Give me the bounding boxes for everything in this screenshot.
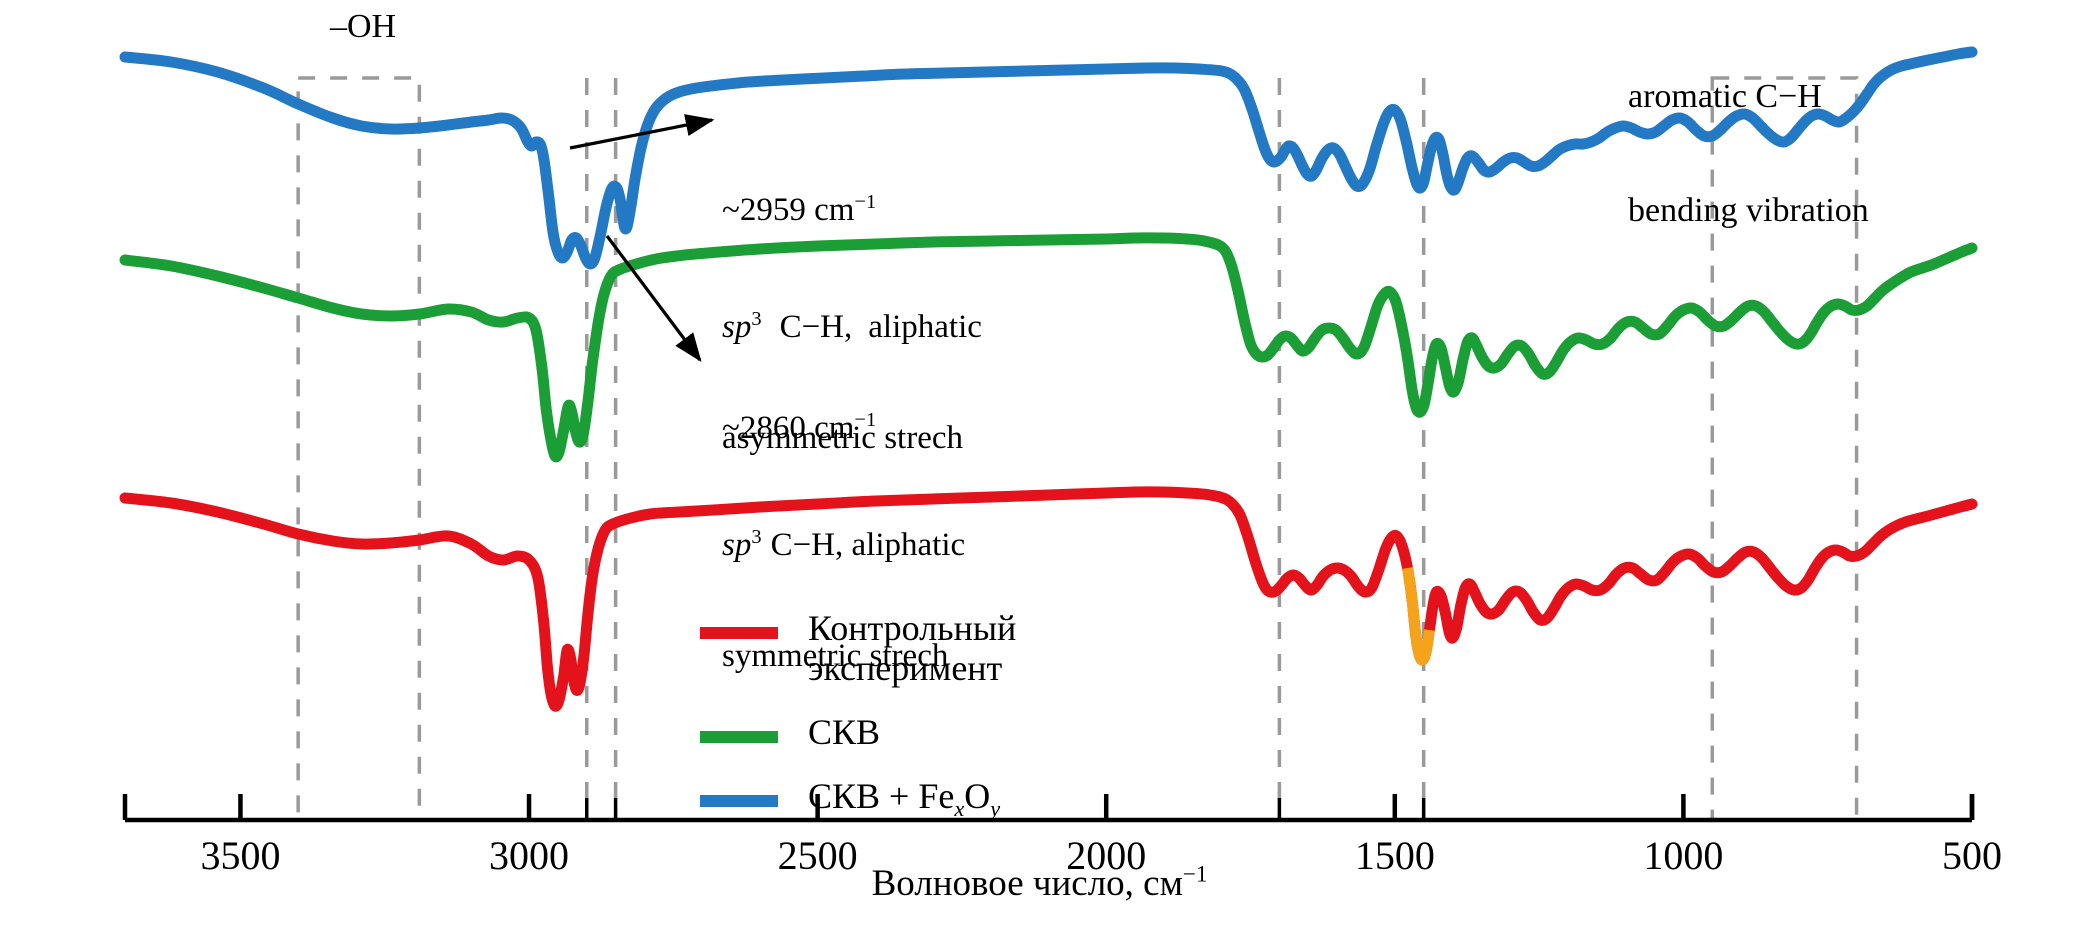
annotation-symmetric: ~2860 cm−1 sp3 C−H, aliphatic symmetric s… [722, 336, 965, 748]
x-tick-label-2000: 2000 [1066, 833, 1147, 878]
x-tick-label-2500: 2500 [777, 833, 858, 878]
legend-item-0[interactable]: Контрольный эксперимент [700, 608, 1016, 689]
arrow-symmetric [605, 235, 702, 363]
sym-rest: C−H, aliphatic [770, 526, 966, 563]
annotation-asymmetric: ~2959 cm−1 sp3 C−H, aliphatic asymmetric s… [722, 118, 982, 530]
x-tick-label-3000: 3000 [489, 833, 570, 878]
annotation-sym-line1: ~2860 cm−1 [722, 410, 965, 447]
annotation-asym-line2: sp3 C−H, aliphatic [722, 309, 982, 346]
asym-rest: C−H, [779, 308, 853, 345]
spectrum-curve-top [119, 46, 1978, 270]
legend-item-1[interactable]: СКВ [700, 712, 880, 752]
legend-label-2: СКВ + FexOy [808, 776, 1001, 822]
label-aromatic-line1: aromatic C−H [1628, 78, 1822, 116]
sym-wavenumber: ~2860 cm [722, 409, 855, 446]
legend-label-0: Контрольный эксперимент [808, 608, 1016, 689]
x-tick-label-500: 500 [1942, 833, 2002, 878]
spectra-curves-layer [119, 46, 1978, 712]
orange-highlight-segment [1402, 567, 1435, 666]
x-axis-layer [122, 794, 1975, 823]
x-axis-title-exponent: −1 [1183, 861, 1208, 887]
annotation-asym-line3: asymmetric strech [722, 419, 963, 456]
legend-label-line1-1: СКВ [808, 712, 881, 752]
sym-sp-exponent: 3 [751, 525, 762, 548]
label-aromatic-line2: bending vibration [1628, 192, 1869, 230]
x-axis-ticks [122, 794, 1975, 820]
asym-rest2: aliphatic [868, 308, 982, 345]
asym-exponent: −1 [854, 190, 877, 213]
asym-sp-exponent: 3 [751, 307, 762, 330]
x-tick-label-1000: 1000 [1643, 833, 1724, 878]
x-axis-title-text: Волновое число, см [871, 863, 1184, 904]
sym-sp: sp [722, 526, 752, 563]
label-oh: –OH [329, 8, 397, 45]
annotation-arrows-layer [569, 114, 715, 363]
legend-item-2[interactable]: СКВ + FexOy [700, 776, 1001, 822]
label-aromatic: aromatic C−H bending vibration [1628, 2, 1869, 307]
spectrum-curve-middle [119, 232, 1978, 463]
dashed-guides-layer [296, 76, 1859, 822]
x-axis-title: Волновое число, см−1 [0, 862, 2079, 905]
x-tick-label-3500: 3500 [200, 833, 281, 878]
x-tick-label-1500: 1500 [1354, 833, 1435, 878]
annotation-sym-line2: sp3 C−H, aliphatic [722, 527, 965, 564]
dashed-box-0 [296, 76, 422, 822]
sym-exponent: −1 [854, 408, 877, 431]
legend-swatch-2 [700, 795, 778, 807]
legend-label-line2-0: эксперимент [808, 648, 1003, 689]
spectrum-curve-bottom [119, 486, 1978, 712]
annotation-sym-line3: symmetric strech [722, 637, 949, 674]
dashed-box-1 [1710, 76, 1859, 822]
arrow-asymmetric [569, 114, 715, 150]
asym-wavenumber: ~2959 cm [722, 191, 855, 228]
asym-sp: sp [722, 308, 752, 345]
legend-swatch-1 [700, 731, 778, 743]
legend-sub-x: x [954, 796, 965, 822]
legend-sub-y: y [990, 796, 1001, 822]
annotation-asym-line1: ~2959 cm−1 [722, 192, 982, 229]
legend-label-1: СКВ [808, 712, 880, 752]
legend-label-line1-0: Контрольный [808, 608, 1017, 648]
legend-swatch-0 [700, 627, 778, 639]
